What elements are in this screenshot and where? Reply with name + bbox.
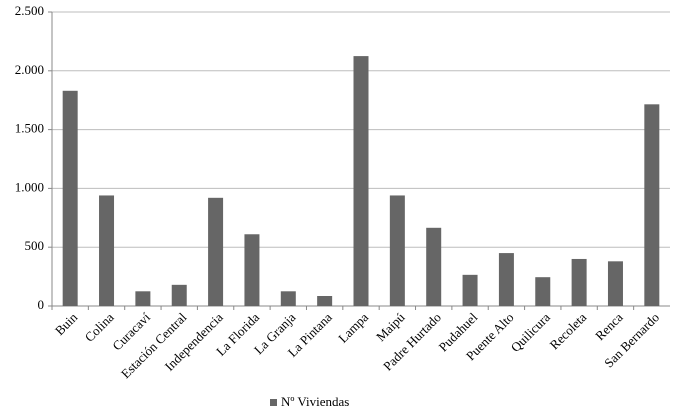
bar [62, 90, 78, 307]
bar [280, 291, 296, 306]
y-tick-label: 1.500 [15, 121, 44, 136]
y-tick-label: 2.000 [15, 62, 44, 77]
bar [644, 104, 660, 306]
x-tick-label: Buin [52, 309, 81, 338]
y-tick-label: 1.000 [15, 179, 44, 194]
bar [208, 197, 224, 306]
bar [135, 291, 151, 306]
bar [607, 261, 623, 306]
x-tick-label: Lampa [335, 309, 371, 345]
y-tick-label: 2.500 [15, 3, 44, 18]
bar [535, 277, 551, 306]
bar [498, 253, 514, 306]
bar [389, 195, 405, 306]
legend-label: Nº Viviendas [281, 394, 349, 409]
y-tick-label: 500 [25, 238, 45, 253]
legend-swatch [270, 399, 277, 406]
x-tick-label: Renca [592, 309, 626, 343]
y-tick-label: 0 [38, 297, 45, 312]
bar [244, 234, 260, 306]
x-tick-label: Quilicura [508, 309, 553, 354]
bar [426, 227, 442, 306]
bar [571, 258, 587, 306]
bar [353, 56, 369, 306]
bar [462, 274, 478, 306]
bar [171, 284, 187, 306]
bar [99, 195, 115, 306]
x-tick-label: Recoleta [547, 309, 590, 352]
bar [317, 296, 333, 306]
